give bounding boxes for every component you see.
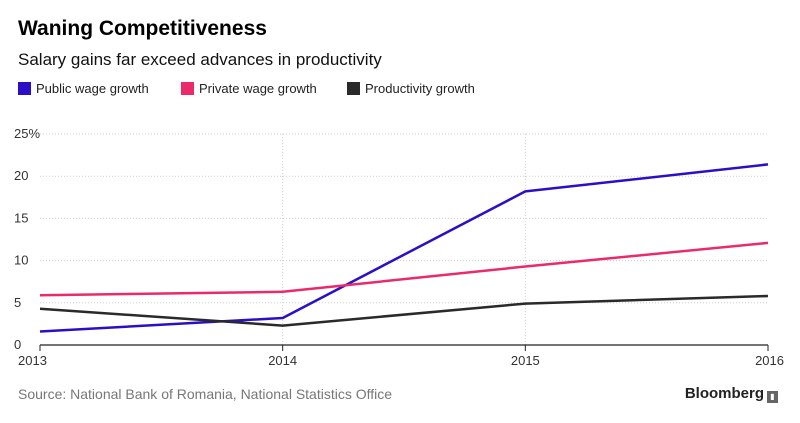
legend-item-private-wage: Private wage growth [181, 81, 317, 96]
legend-swatch-public-wage [18, 82, 31, 95]
y-tick-label: 20 [14, 168, 28, 183]
legend-label-productivity: Productivity growth [365, 81, 475, 96]
series-line-1 [39, 163, 769, 333]
y-tick-label: 10 [14, 253, 28, 268]
y-tick-label: 5 [14, 295, 21, 310]
y-tick-label: 15 [14, 210, 28, 225]
x-tick-label: 2016 [755, 353, 784, 368]
legend-swatch-productivity [347, 82, 360, 95]
legend-swatch-private-wage [181, 82, 194, 95]
source-note: Source: National Bank of Romania, Nation… [18, 386, 393, 402]
legend-item-public-wage: Public wage growth [18, 81, 149, 96]
legend-label-private-wage: Private wage growth [199, 81, 317, 96]
series-line-2 [39, 241, 769, 297]
bloomberg-chart-icon: ▮ [767, 391, 778, 403]
chart-subtitle: Salary gains far exceed advances in prod… [18, 50, 382, 69]
x-tick-label: 2015 [511, 353, 540, 368]
legend-label-public-wage: Public wage growth [36, 81, 149, 96]
y-tick-label: 25% [14, 126, 40, 141]
brand-logo: Bloomberg ▮ [685, 385, 778, 403]
chart-title: Waning Competitiveness [18, 17, 267, 40]
x-tick-label: 2014 [268, 353, 297, 368]
x-tick-label: 2013 [18, 353, 47, 368]
series-line-3 [39, 294, 769, 327]
legend-item-productivity: Productivity growth [347, 81, 475, 96]
y-tick-label: 0 [14, 337, 21, 352]
brand-name: Bloomberg [684, 385, 764, 402]
